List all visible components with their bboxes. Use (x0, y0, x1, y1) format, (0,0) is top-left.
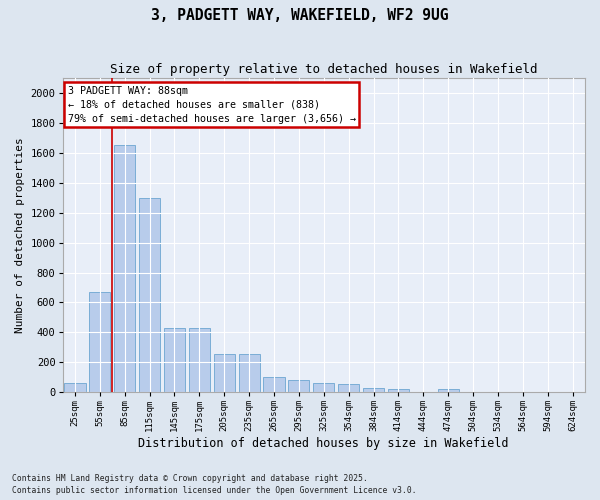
Bar (239, 354, 260, 392)
X-axis label: Distribution of detached houses by size in Wakefield: Distribution of detached houses by size … (139, 437, 509, 450)
Bar (288, 380, 310, 392)
Text: 3, PADGETT WAY, WAKEFIELD, WF2 9UG: 3, PADGETT WAY, WAKEFIELD, WF2 9UG (151, 8, 449, 22)
Bar (263, 378, 284, 392)
Bar (89, 292, 110, 392)
Text: 3 PADGETT WAY: 88sqm
← 18% of detached houses are smaller (838)
79% of semi-deta: 3 PADGETT WAY: 88sqm ← 18% of detached h… (68, 86, 356, 124)
Bar (338, 384, 359, 392)
Bar (214, 354, 235, 392)
Bar (388, 390, 409, 392)
Bar (437, 390, 459, 392)
Bar (64, 382, 86, 392)
Text: Contains HM Land Registry data © Crown copyright and database right 2025.
Contai: Contains HM Land Registry data © Crown c… (12, 474, 416, 495)
Bar (139, 198, 160, 392)
Bar (189, 328, 210, 392)
Bar (164, 328, 185, 392)
Bar (114, 146, 135, 392)
Bar (313, 384, 334, 392)
Y-axis label: Number of detached properties: Number of detached properties (15, 138, 25, 333)
Title: Size of property relative to detached houses in Wakefield: Size of property relative to detached ho… (110, 62, 538, 76)
Bar (363, 388, 384, 392)
